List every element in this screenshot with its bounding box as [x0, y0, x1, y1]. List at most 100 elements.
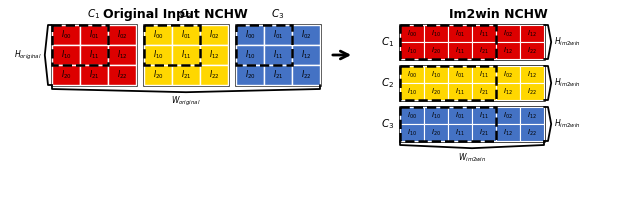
- Bar: [472, 25, 496, 42]
- Text: $I_{10}$: $I_{10}$: [431, 28, 441, 39]
- Bar: [448, 124, 472, 141]
- Text: $I_{02}$: $I_{02}$: [209, 29, 220, 41]
- Bar: [52, 65, 80, 85]
- Bar: [80, 65, 108, 85]
- Bar: [200, 45, 228, 65]
- Text: $I_{21}$: $I_{21}$: [180, 69, 191, 81]
- Bar: [236, 65, 264, 85]
- Text: $H_{im2win}$: $H_{im2win}$: [554, 36, 581, 48]
- Bar: [472, 83, 496, 100]
- Text: $I_{22}$: $I_{22}$: [301, 69, 311, 81]
- Text: $W_{im2win}$: $W_{im2win}$: [458, 151, 486, 164]
- Text: $I_{21}$: $I_{21}$: [479, 127, 489, 138]
- Bar: [472, 66, 496, 83]
- Text: $I_{20}$: $I_{20}$: [244, 69, 255, 81]
- Bar: [496, 66, 520, 83]
- Bar: [472, 107, 496, 124]
- Text: $I_{11}$: $I_{11}$: [455, 86, 465, 97]
- Text: $I_{10}$: $I_{10}$: [152, 49, 163, 61]
- Text: $H_{original}$: $H_{original}$: [14, 48, 42, 62]
- Bar: [144, 25, 172, 45]
- Text: $I_{20}$: $I_{20}$: [61, 69, 72, 81]
- Text: $C_1$: $C_1$: [88, 7, 100, 21]
- Text: $I_{01}$: $I_{01}$: [455, 110, 465, 121]
- Text: $I_{12}$: $I_{12}$: [503, 86, 513, 97]
- Text: $C_3$: $C_3$: [381, 117, 394, 131]
- Text: $I_{21}$: $I_{21}$: [273, 69, 284, 81]
- Bar: [520, 124, 544, 141]
- Bar: [400, 25, 424, 42]
- Text: $I_{12}$: $I_{12}$: [527, 110, 537, 121]
- Text: $I_{20}$: $I_{20}$: [431, 45, 441, 56]
- Text: $I_{12}$: $I_{12}$: [301, 49, 311, 61]
- Bar: [448, 107, 472, 124]
- Text: $I_{00}$: $I_{00}$: [407, 28, 417, 39]
- Text: $I_{10}$: $I_{10}$: [431, 69, 441, 80]
- Text: $I_{11}$: $I_{11}$: [479, 69, 489, 80]
- Bar: [496, 124, 520, 141]
- Bar: [200, 65, 228, 85]
- Bar: [400, 42, 424, 59]
- Bar: [496, 25, 520, 42]
- Bar: [236, 45, 264, 65]
- Text: $I_{11}$: $I_{11}$: [479, 110, 489, 121]
- Text: $H_{im2win}$: $H_{im2win}$: [554, 118, 581, 130]
- Text: $I_{01}$: $I_{01}$: [455, 28, 465, 39]
- Text: $I_{10}$: $I_{10}$: [407, 127, 417, 138]
- Bar: [400, 107, 544, 141]
- Text: $I_{22}$: $I_{22}$: [209, 69, 220, 81]
- Bar: [448, 83, 472, 100]
- Bar: [236, 25, 264, 45]
- Bar: [264, 25, 292, 45]
- Text: $I_{12}$: $I_{12}$: [527, 28, 537, 39]
- Bar: [144, 65, 172, 85]
- Bar: [400, 66, 424, 83]
- Bar: [520, 83, 544, 100]
- Text: Original Input NCHW: Original Input NCHW: [102, 8, 248, 21]
- Bar: [52, 25, 136, 85]
- Text: $I_{21}$: $I_{21}$: [479, 86, 489, 97]
- Text: $I_{00}$: $I_{00}$: [244, 29, 255, 41]
- Bar: [172, 25, 200, 45]
- Text: $I_{10}$: $I_{10}$: [61, 49, 72, 61]
- Bar: [472, 124, 496, 141]
- Bar: [400, 107, 496, 141]
- Bar: [520, 25, 544, 42]
- Text: $I_{00}$: $I_{00}$: [407, 69, 417, 80]
- Text: $I_{10}$: $I_{10}$: [407, 45, 417, 56]
- Bar: [400, 83, 424, 100]
- Bar: [448, 42, 472, 59]
- Text: $I_{22}$: $I_{22}$: [527, 127, 537, 138]
- Bar: [400, 25, 544, 59]
- Text: $I_{11}$: $I_{11}$: [455, 45, 465, 56]
- Text: $C_3$: $C_3$: [271, 7, 285, 21]
- Text: $C_1$: $C_1$: [381, 35, 394, 49]
- Bar: [144, 45, 172, 65]
- Bar: [264, 65, 292, 85]
- Text: $I_{02}$: $I_{02}$: [503, 69, 513, 80]
- Bar: [496, 83, 520, 100]
- Bar: [144, 25, 200, 65]
- Text: $I_{01}$: $I_{01}$: [455, 69, 465, 80]
- Text: $I_{22}$: $I_{22}$: [527, 86, 537, 97]
- Text: $I_{10}$: $I_{10}$: [244, 49, 255, 61]
- Text: $I_{12}$: $I_{12}$: [503, 45, 513, 56]
- Bar: [80, 45, 108, 65]
- Bar: [424, 42, 448, 59]
- Text: $I_{12}$: $I_{12}$: [116, 49, 127, 61]
- Text: $I_{22}$: $I_{22}$: [116, 69, 127, 81]
- Text: $I_{11}$: $I_{11}$: [89, 49, 99, 61]
- Text: $I_{00}$: $I_{00}$: [61, 29, 72, 41]
- Bar: [108, 25, 136, 45]
- Text: $C_2$: $C_2$: [381, 76, 394, 90]
- Bar: [520, 107, 544, 124]
- Bar: [520, 66, 544, 83]
- Bar: [108, 45, 136, 65]
- Bar: [400, 25, 496, 59]
- Bar: [292, 25, 320, 45]
- Text: $I_{11}$: $I_{11}$: [455, 127, 465, 138]
- Text: $I_{12}$: $I_{12}$: [209, 49, 220, 61]
- Text: $I_{11}$: $I_{11}$: [479, 28, 489, 39]
- Bar: [52, 25, 80, 45]
- Bar: [520, 42, 544, 59]
